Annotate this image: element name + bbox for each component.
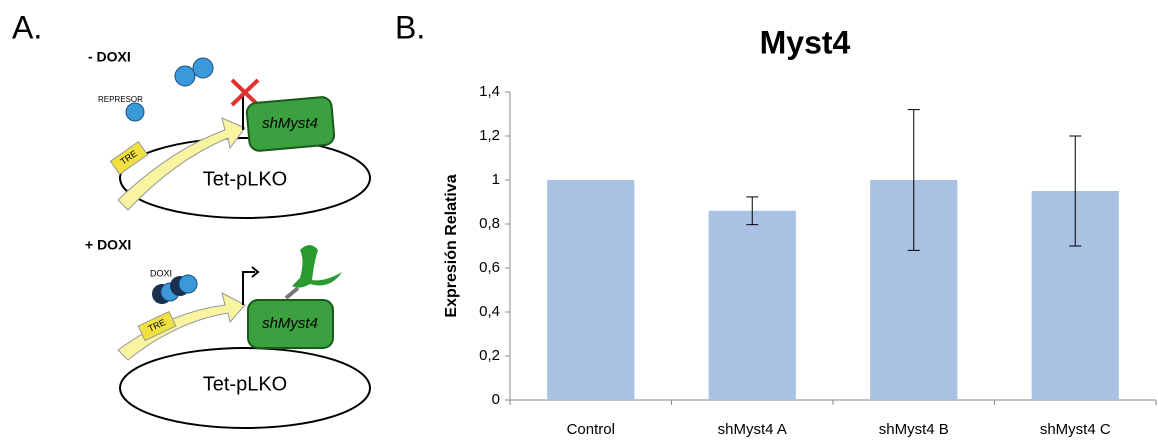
promoter-arrow bbox=[117, 117, 246, 211]
plasmid-label: Tet-pLKO bbox=[203, 373, 287, 395]
y-tick-label: 0,6 bbox=[479, 259, 500, 276]
plasmid-label: Tet-pLKO bbox=[203, 168, 287, 190]
y-tick-label: 0,2 bbox=[479, 347, 500, 364]
repressor-icon bbox=[174, 65, 196, 87]
y-tick-label: 0 bbox=[492, 391, 500, 408]
promoter-mark bbox=[242, 271, 255, 305]
gene-box bbox=[247, 299, 334, 349]
y-tick-label: 0,8 bbox=[479, 215, 500, 232]
shrna-icon bbox=[292, 245, 342, 288]
inducer-icon bbox=[178, 274, 198, 294]
panel-label: A. bbox=[12, 9, 42, 45]
gene-label: shMyst4 bbox=[262, 115, 318, 132]
condition-label: + DOXI bbox=[85, 237, 131, 253]
repressor-label: REPRESOR bbox=[98, 95, 143, 104]
block-mark bbox=[230, 78, 260, 107]
x-tick-label: shMyst4 A bbox=[718, 421, 787, 438]
x-tick-label: shMyst4 C bbox=[1040, 421, 1111, 438]
plasmid bbox=[119, 347, 371, 429]
y-tick-label: 1,4 bbox=[479, 83, 500, 100]
y-tick-label: 0,4 bbox=[479, 303, 500, 320]
y-tick-label: 1,2 bbox=[479, 127, 500, 144]
chart-title: Myst4 bbox=[760, 24, 851, 60]
y-axis-label: Expresión Relativa bbox=[443, 174, 460, 317]
bar bbox=[547, 180, 635, 400]
promoter-box bbox=[109, 140, 149, 176]
bar bbox=[708, 210, 796, 400]
gene-box bbox=[245, 96, 336, 152]
panel-label: B. bbox=[395, 9, 425, 45]
promoter-arrow bbox=[117, 292, 246, 361]
transcription-arrow bbox=[284, 286, 300, 300]
gene-label: shMyst4 bbox=[262, 315, 318, 332]
x-tick-label: Control bbox=[567, 421, 615, 438]
repressor-icon bbox=[192, 57, 214, 79]
inducer-label: DOXI bbox=[150, 268, 172, 278]
y-tick-label: 1 bbox=[492, 171, 500, 188]
condition-label: - DOXI bbox=[88, 49, 131, 65]
promoter-box bbox=[137, 310, 177, 342]
plasmid bbox=[119, 137, 371, 219]
promoter-mark bbox=[251, 266, 260, 278]
x-tick-label: shMyst4 B bbox=[879, 421, 949, 438]
repressor-icon bbox=[125, 102, 145, 122]
